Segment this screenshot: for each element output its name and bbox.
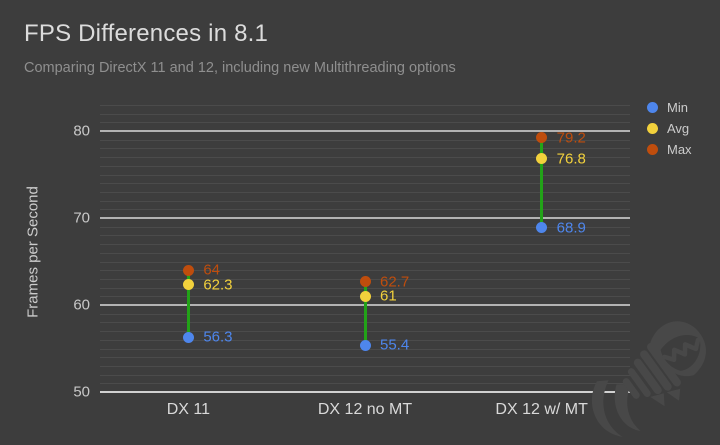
legend-item-avg: Avg bbox=[647, 118, 692, 139]
data-point-min bbox=[359, 339, 371, 351]
minor-gridline bbox=[100, 365, 630, 367]
y-tick-label: 60 bbox=[73, 296, 90, 314]
value-label-avg: 61 bbox=[380, 287, 397, 305]
value-label-avg: 62.3 bbox=[203, 276, 233, 294]
minor-gridline bbox=[100, 122, 630, 124]
minor-gridline bbox=[100, 139, 630, 141]
minor-gridline bbox=[100, 226, 630, 228]
minor-gridline bbox=[100, 235, 630, 237]
data-point-avg bbox=[359, 290, 371, 302]
y-tick-label: 50 bbox=[73, 383, 90, 401]
minor-gridline bbox=[100, 104, 630, 106]
minor-gridline bbox=[100, 374, 630, 376]
value-label-max: 62.7 bbox=[380, 273, 410, 290]
minor-gridline bbox=[100, 244, 630, 246]
fish-skeleton-watermark-icon bbox=[591, 321, 706, 437]
range-connector bbox=[540, 137, 544, 228]
legend-swatch-max-icon bbox=[647, 144, 658, 155]
data-point-min bbox=[182, 331, 194, 343]
minor-gridline bbox=[100, 270, 630, 272]
legend-label: Max bbox=[667, 142, 692, 157]
major-gridline bbox=[100, 130, 630, 132]
value-label-min: 68.9 bbox=[556, 219, 586, 237]
y-tick-label: 80 bbox=[73, 122, 90, 140]
x-axis-line bbox=[100, 391, 630, 393]
minor-gridline bbox=[100, 383, 630, 385]
value-label-min: 55.4 bbox=[380, 336, 410, 354]
value-label-max: 64 bbox=[203, 261, 221, 279]
value-label-min: 56.3 bbox=[203, 328, 233, 346]
range-connector bbox=[186, 270, 190, 338]
minor-gridline bbox=[100, 191, 630, 193]
legend-item-max: Max bbox=[647, 139, 692, 160]
minor-gridline bbox=[100, 157, 630, 159]
minor-gridline bbox=[100, 261, 630, 263]
data-point-max bbox=[359, 276, 371, 287]
minor-gridline bbox=[100, 209, 630, 211]
category-label: DX 12 no MT bbox=[317, 401, 413, 418]
minor-gridline bbox=[100, 165, 630, 167]
data-point-avg bbox=[536, 153, 548, 165]
minor-gridline bbox=[100, 200, 630, 202]
legend-swatch-avg-icon bbox=[647, 123, 658, 134]
data-point-min bbox=[536, 222, 548, 234]
legend-swatch-min-icon bbox=[647, 102, 658, 113]
minor-gridline bbox=[100, 113, 630, 115]
data-point-max bbox=[536, 132, 548, 144]
y-tick-label: 70 bbox=[73, 209, 90, 227]
value-label-avg: 76.8 bbox=[556, 150, 586, 168]
category-label: DX 11 bbox=[166, 401, 210, 418]
category-label: DX 12 w/ MT bbox=[495, 401, 588, 418]
minor-gridline bbox=[100, 148, 630, 150]
data-point-max bbox=[182, 264, 194, 276]
major-gridline bbox=[100, 217, 630, 219]
legend-item-min: Min bbox=[647, 97, 692, 118]
minor-gridline bbox=[100, 183, 630, 185]
chart-title: FPS Differences in 8.1 bbox=[24, 20, 269, 47]
legend-label: Avg bbox=[667, 121, 690, 136]
legend: Min Avg Max bbox=[647, 97, 692, 160]
data-point-avg bbox=[182, 279, 194, 291]
minor-gridline bbox=[100, 357, 630, 359]
legend-label: Min bbox=[667, 100, 688, 115]
range-connector bbox=[363, 281, 367, 345]
minor-gridline bbox=[100, 174, 630, 176]
minor-gridline bbox=[100, 252, 630, 254]
value-label-max: 79.2 bbox=[556, 129, 586, 147]
chart-subtitle: Comparing DirectX 11 and 12, including n… bbox=[24, 60, 456, 76]
